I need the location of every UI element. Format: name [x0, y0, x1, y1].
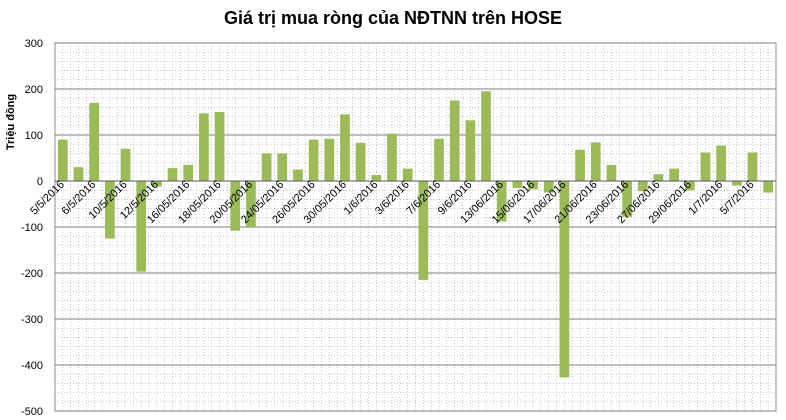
bar — [512, 181, 523, 188]
bar — [246, 181, 256, 227]
bar — [230, 181, 241, 231]
bar — [496, 181, 507, 222]
bar — [120, 148, 131, 181]
bar — [167, 168, 178, 181]
bar — [465, 120, 476, 181]
bar — [199, 113, 209, 181]
bar — [716, 145, 727, 181]
bar — [528, 181, 538, 190]
y-tick-label: 300 — [25, 38, 43, 50]
bar — [104, 181, 115, 239]
bar — [606, 164, 617, 181]
bar — [434, 138, 444, 181]
bar — [575, 149, 585, 181]
bar — [669, 168, 679, 181]
bar — [73, 167, 84, 181]
bar — [481, 91, 491, 181]
bar — [355, 142, 366, 181]
bar — [136, 181, 147, 272]
bar — [340, 114, 350, 181]
bar — [402, 168, 413, 181]
bar — [559, 181, 570, 378]
bar — [747, 152, 758, 181]
y-tick-label: 100 — [25, 130, 43, 142]
bar — [653, 174, 664, 181]
y-tick-label: -300 — [21, 314, 43, 326]
bar — [700, 152, 711, 181]
bar — [418, 181, 429, 280]
bar — [731, 181, 742, 186]
bar — [637, 181, 648, 192]
y-tick-label: -200 — [21, 268, 43, 280]
y-tick-label: -500 — [21, 406, 43, 418]
bar — [89, 102, 100, 181]
bar — [277, 153, 288, 181]
bar — [763, 181, 774, 193]
bar — [324, 138, 335, 181]
bar — [152, 181, 162, 187]
bar — [387, 133, 397, 181]
bar — [261, 153, 272, 181]
bar — [371, 175, 382, 181]
bar — [590, 142, 601, 181]
y-tick-label: -400 — [21, 360, 43, 372]
bar — [214, 112, 225, 181]
bar — [684, 181, 695, 191]
y-tick-label: 0 — [37, 176, 43, 188]
bar — [293, 169, 303, 181]
y-tick-label: 200 — [25, 84, 43, 96]
chart-title: Giá trị mua ròng của NĐTNN trên HOSE — [223, 8, 563, 28]
bar — [543, 181, 554, 193]
y-tick-label: -100 — [21, 222, 43, 234]
bar — [183, 164, 194, 181]
y-axis-label: Triệu đồng — [5, 94, 17, 150]
bar — [308, 139, 319, 181]
bar — [622, 181, 632, 217]
bar — [57, 139, 68, 181]
bar — [449, 100, 460, 181]
